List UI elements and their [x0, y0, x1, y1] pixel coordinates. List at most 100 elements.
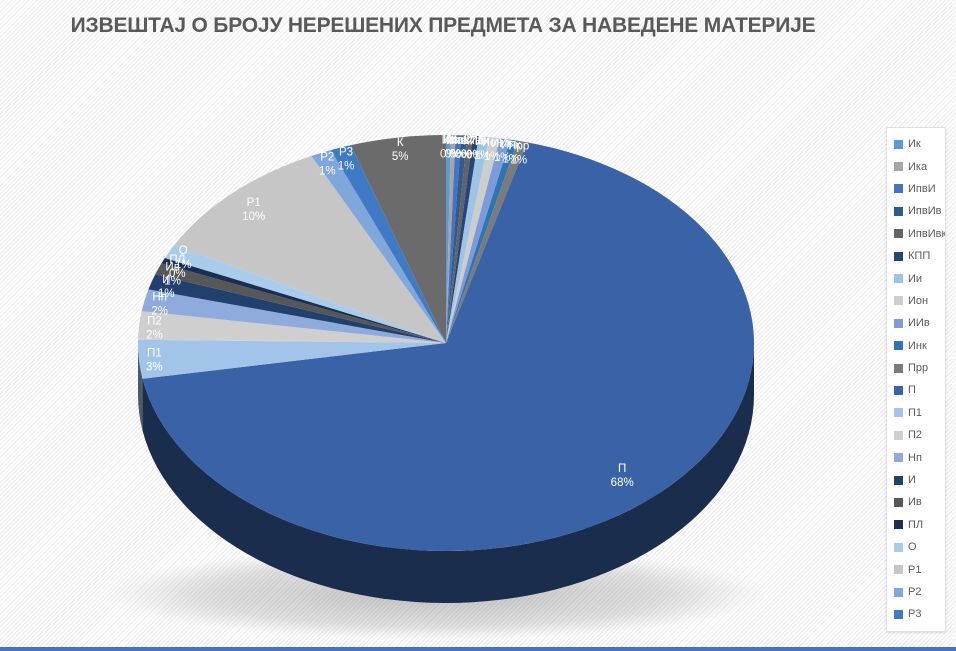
pie-slice-ИпвИв[interactable]: [446, 135, 468, 343]
legend-swatch: [894, 296, 903, 306]
pie-slice-ПЛ[interactable]: [161, 258, 446, 343]
legend-item-ИИв[interactable]: ИИв: [894, 312, 945, 334]
slice-label-name: Р2: [320, 151, 334, 163]
pie-slice-Ика[interactable]: [446, 135, 456, 343]
pie-slice-ИпвИвк[interactable]: [446, 135, 474, 343]
legend-item-ПЛ[interactable]: ПЛ: [894, 514, 945, 536]
legend-item-П2[interactable]: П2: [894, 424, 945, 446]
slice-label-pct: 1%: [319, 165, 336, 177]
legend-label: Р1: [908, 563, 922, 576]
legend-label: ИпвИ: [908, 182, 936, 195]
slice-label-name: Прр: [508, 141, 529, 153]
legend-item-Ион[interactable]: Ион: [894, 290, 945, 312]
legend-swatch: [894, 274, 903, 284]
legend-item-Ии[interactable]: Ии: [894, 267, 945, 289]
legend-label: П2: [908, 429, 923, 442]
slice-label-pct: 1%: [510, 155, 527, 167]
pie-slice-И[interactable]: [148, 274, 446, 343]
slice-label-pct: 68%: [611, 477, 634, 489]
pie-slice-П[interactable]: [142, 142, 755, 552]
pie-slice-К[interactable]: [350, 135, 446, 343]
legend-item-ИпвИ[interactable]: ИпвИ: [894, 178, 945, 200]
legend-item-Ик[interactable]: Ик: [894, 133, 945, 155]
slice-label-name: П1: [147, 348, 162, 360]
slice-label-name: К: [397, 137, 404, 149]
legend-label: Ив: [908, 496, 922, 509]
legend-label: П1: [908, 406, 923, 419]
pie-slice-Р2[interactable]: [311, 150, 446, 343]
legend-label: И: [908, 474, 916, 487]
pie-slice-Р1[interactable]: [174, 155, 446, 343]
slice-label-pct: 0%: [466, 149, 483, 161]
slice-label-Р3: Р31%: [338, 146, 355, 172]
legend-swatch: [894, 587, 903, 597]
slice-label-pct: 2%: [151, 305, 168, 317]
slice-label-pct: 5%: [392, 151, 409, 163]
legend-swatch: [894, 229, 903, 239]
slice-label-name: П2: [147, 315, 162, 327]
legend-item-Р2[interactable]: Р2: [894, 581, 945, 603]
pie-slice-ИИв[interactable]: [446, 138, 511, 343]
pie-slice-Инк[interactable]: [446, 139, 518, 343]
slice-label-pct: 1%: [484, 151, 501, 163]
pie-slice-ИпвИ[interactable]: [446, 135, 462, 343]
legend-item-Ив[interactable]: Ив: [894, 491, 945, 513]
slice-label-Ик: Ик 0%: [440, 134, 457, 160]
slice-label-pct: 0%: [461, 149, 478, 161]
slice-label-pct: 0%: [445, 148, 462, 160]
pie-slice-Ион[interactable]: [446, 137, 500, 343]
slice-label-pct: 10%: [242, 211, 265, 223]
pie-slice-Ии[interactable]: [446, 136, 490, 343]
slice-label-name: Ика: [443, 134, 464, 146]
slice-label-Прр: Прр 1%: [508, 141, 529, 167]
legend-label: ПЛ: [908, 518, 924, 531]
pie-slice-Прр[interactable]: [446, 140, 528, 343]
slice-label-Р2: Р21%: [319, 151, 336, 177]
pie-slice-Ик[interactable]: [446, 135, 451, 343]
bottom-accent-bar: [0, 647, 956, 651]
pie-slice-П2[interactable]: [138, 311, 446, 343]
chart-title: ИЗВЕШТАЈ О БРОЈУ НЕРЕШЕНИХ ПРЕДМЕТА ЗА Н…: [70, 14, 816, 37]
slice-label-name: Р3: [339, 146, 353, 158]
pie-slice-Р3[interactable]: [330, 145, 446, 343]
legend-label: О: [908, 541, 917, 554]
legend-item-Р1[interactable]: Р1: [894, 558, 945, 580]
legend-item-ИпвИв[interactable]: ИпвИв: [894, 200, 945, 222]
legend-swatch: [894, 341, 903, 351]
pie-slice-side-П1: [138, 343, 143, 431]
legend-item-ИпвИвк[interactable]: ИпвИвк: [894, 223, 945, 245]
legend-label: Ии: [908, 272, 923, 285]
slice-label-Ив: Ив 1%: [164, 262, 181, 288]
legend-item-Р3[interactable]: Р3: [894, 603, 945, 625]
legend-item-Прр[interactable]: Прр: [894, 357, 945, 379]
slice-label-pct: 1%: [338, 160, 355, 172]
legend-item-Нп[interactable]: Нп: [894, 446, 945, 468]
legend-item-Ика[interactable]: Ика: [894, 155, 945, 177]
pie-slice-КПП[interactable]: [446, 135, 479, 343]
slice-label-name: ПЛ: [169, 254, 185, 266]
legend-item-П[interactable]: П: [894, 379, 945, 401]
legend-item-О[interactable]: О: [894, 536, 945, 558]
slice-label-pct: 1%: [158, 288, 175, 300]
slice-label-name: КПП: [463, 135, 486, 147]
legend-swatch: [894, 565, 903, 575]
legend-label: Ика: [908, 160, 928, 173]
slice-label-pct: 1%: [164, 276, 181, 288]
legend-item-И[interactable]: И: [894, 469, 945, 491]
slice-label-pct: 1%: [474, 150, 491, 162]
slice-label-О: О 1%: [175, 245, 192, 271]
slice-label-ИИв: ИИв 1%: [491, 138, 514, 164]
slice-label-И: И 1%: [158, 274, 175, 300]
pie-slice-П1[interactable]: [138, 339, 446, 379]
legend-item-П1[interactable]: П1: [894, 402, 945, 424]
legend-swatch: [894, 385, 903, 395]
pie-slice-Нп[interactable]: [141, 289, 446, 343]
pie-slice-О[interactable]: [164, 245, 446, 343]
legend-item-КПП[interactable]: КПП: [894, 245, 945, 267]
pie-slice-Ив[interactable]: [155, 263, 446, 343]
legend-label: П: [908, 384, 916, 397]
legend-swatch: [894, 497, 903, 507]
legend-item-Инк[interactable]: Инк: [894, 335, 945, 357]
